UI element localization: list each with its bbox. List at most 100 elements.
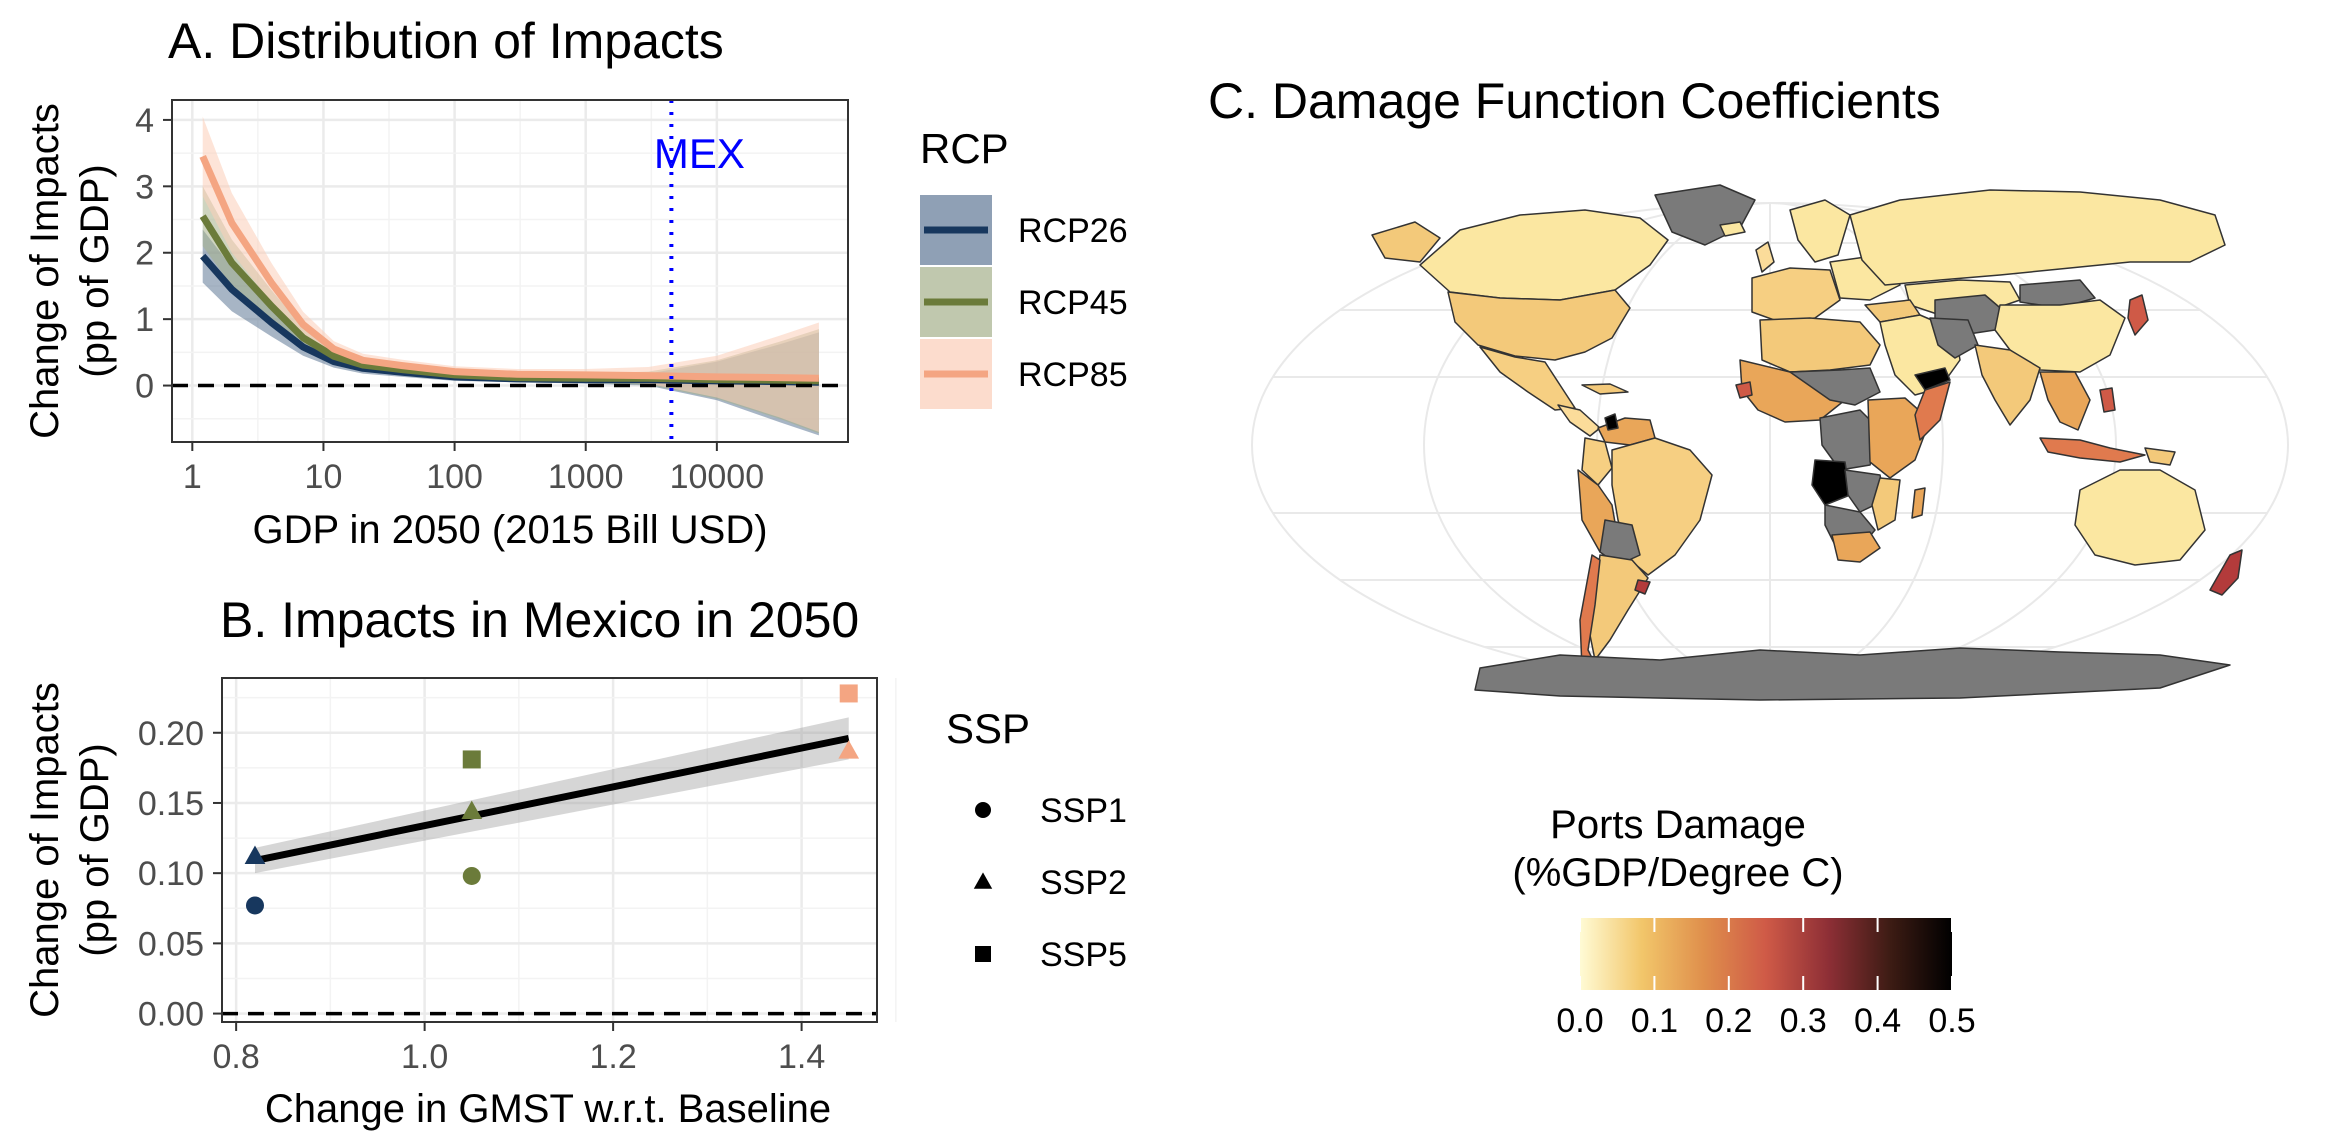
panel-b-ticks: 0.8 1.0 1.2 1.4 0.00 0.05 0.10 0.15 0.20	[138, 715, 825, 1076]
panel-c-title: C. Damage Function Coefficients	[1208, 73, 1941, 129]
colorbar-tick-label: 0.3	[1780, 1002, 1827, 1040]
panel-a-legend-title: RCP	[920, 125, 1009, 172]
panel-a-ticks: 1 10 100 1000 10000 0 1 2 3 4	[135, 102, 764, 496]
panel-a-title: A. Distribution of Impacts	[168, 13, 724, 69]
world-map	[1251, 184, 2289, 701]
country-russia	[1849, 189, 2226, 286]
colorbar-title-line-1: Ports Damage	[1550, 803, 1806, 847]
panel-b-ytick-label: 0.15	[138, 785, 204, 823]
country-iceland	[1719, 221, 1746, 237]
panel-a-border	[171, 99, 849, 443]
panel-a-ytick-label: 4	[135, 102, 154, 140]
panel-b-ylabel-line-1: Change of Impacts	[23, 682, 67, 1018]
country-mexico	[1479, 346, 1576, 411]
legend-key-ssp1	[975, 802, 991, 818]
country-colombia	[1581, 437, 1613, 486]
country-western-europe	[1751, 267, 1841, 323]
country-mozambique	[1871, 477, 1901, 531]
panel-a: A. Distribution of Impacts MEX 1 10 100 100…	[23, 13, 1128, 552]
country-east-africa	[1867, 397, 1931, 479]
panel-a-ytick-label: 3	[135, 168, 154, 206]
panel-a-ylabel-line-2: (pp of GDP)	[73, 164, 117, 377]
legend-label-rcp45: RCP45	[1018, 284, 1128, 322]
panel-b-legend: SSP SSP1 SSP2 SSP5	[946, 705, 1127, 974]
panel-a-xtick-label: 10000	[670, 458, 765, 496]
legend-label-ssp2: SSP2	[1040, 864, 1127, 902]
country-new-zealand	[2209, 549, 2243, 596]
colorbar-tick-label: 0.1	[1631, 1002, 1678, 1040]
country-somalia	[1914, 381, 1951, 441]
colorbar-ticks: 0.0 0.1 0.2 0.3 0.4 0.5	[1556, 918, 1976, 1040]
country-angola	[1811, 459, 1851, 506]
panel-b: B. Impacts in Mexico in 2050 0.8 1.0 1.2 1.…	[23, 592, 1127, 1131]
panel-b-fit	[254, 717, 850, 874]
colorbar-tick-label: 0.4	[1854, 1002, 1901, 1040]
country-madagascar	[1911, 487, 1926, 519]
country-antarctica	[1474, 647, 2231, 701]
panel-b-xtick-label: 1.4	[778, 1038, 825, 1076]
point-ssp2-rcp26	[244, 845, 266, 864]
panel-a-lines	[199, 154, 819, 386]
legend-label-ssp5: SSP5	[1040, 936, 1127, 974]
country-senegal	[1735, 381, 1753, 399]
country-sahel	[1789, 367, 1881, 406]
country-png	[2144, 447, 2176, 466]
country-central-africa	[1819, 409, 1881, 471]
country-horn-of-africa	[1914, 367, 1951, 391]
point-ssp2-rcp45	[461, 800, 483, 820]
colorbar	[1580, 918, 1952, 990]
panel-a-ylabel-line-1: Change of Impacts	[23, 103, 67, 439]
panel-a-legend: RCP RCP26 RCP45 RCP85	[920, 125, 1128, 409]
point-ssp1-rcp26	[245, 896, 264, 915]
country-indonesia	[2039, 437, 2146, 463]
panel-b-xtick-label: 1.2	[589, 1038, 636, 1076]
point-ssp2-rcp85	[838, 740, 860, 759]
panel-b-ylabel-line-2: (pp of GDP)	[73, 743, 117, 956]
fit-confidence-band	[254, 717, 849, 874]
country-philippines	[2099, 387, 2116, 413]
colorbar-tick-label: 0.0	[1556, 1002, 1603, 1040]
colorbar-tick-label: 0.5	[1928, 1002, 1975, 1040]
panel-a-xtick-label: 10	[305, 458, 343, 496]
country-korea-japan	[2127, 294, 2149, 336]
country-china	[1994, 299, 2126, 373]
panel-b-xlabel: Change in GMST w.r.t. Baseline	[265, 1087, 831, 1131]
country-scandinavia	[1789, 199, 1851, 263]
country-uk	[1755, 241, 1775, 273]
country-brazil	[1611, 437, 1713, 576]
panel-b-points	[244, 684, 860, 915]
country-alaska	[1371, 221, 1441, 263]
country-iran	[1929, 317, 1979, 359]
panel-b-ytick-label: 0.00	[138, 996, 204, 1034]
country-australia	[2074, 469, 2206, 566]
panel-a-ytick-label: 2	[135, 235, 154, 273]
country-central-america	[1557, 404, 1601, 437]
panel-b-xtick-label: 1.0	[401, 1038, 448, 1076]
point-ssp5-rcp85	[839, 684, 858, 703]
panel-b-legend-title: SSP	[946, 705, 1030, 752]
country-india	[1974, 344, 2041, 426]
legend-label-ssp1: SSP1	[1040, 792, 1127, 830]
panel-a-ytick-label: 1	[135, 301, 154, 339]
panel-a-mex-label: MEX	[654, 130, 745, 177]
country-southeast-asia	[2039, 371, 2091, 431]
line-rcp85	[199, 154, 819, 382]
legend-key-ssp5	[975, 946, 991, 962]
country-usa	[1447, 289, 1631, 361]
country-cuba	[1581, 383, 1629, 395]
country-uruguay	[1634, 579, 1651, 595]
colorbar-tick-label: 0.2	[1705, 1002, 1752, 1040]
legend-label-rcp85: RCP85	[1018, 356, 1128, 394]
legend-key-ssp2	[973, 872, 993, 889]
panel-a-xtick-label: 1	[183, 458, 202, 496]
panel-a-ytick-label: 0	[135, 368, 154, 406]
country-north-africa	[1759, 317, 1881, 373]
country-south-africa	[1831, 531, 1881, 563]
panel-b-ytick-label: 0.10	[138, 855, 204, 893]
panel-b-plot-area	[222, 678, 877, 1022]
point-ssp5-rcp45	[462, 750, 481, 769]
panel-c: C. Damage Function Coefficients	[1208, 73, 2289, 1040]
panel-a-xtick-label: 100	[426, 458, 483, 496]
panel-b-ytick-label: 0.05	[138, 925, 204, 963]
